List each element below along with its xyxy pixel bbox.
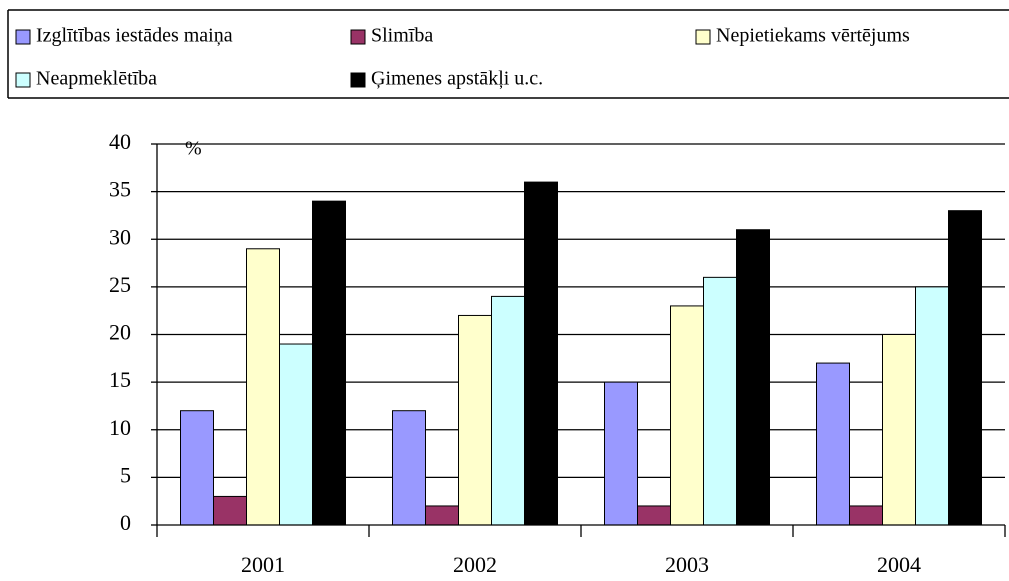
bar <box>246 248 280 526</box>
y-tick-label: 5 <box>120 462 131 487</box>
x-tick-label: 2002 <box>453 552 497 577</box>
y-tick-label: 30 <box>109 224 131 249</box>
y-tick-label: 15 <box>109 367 131 392</box>
bar <box>882 334 916 526</box>
legend-label: Neapmeklētība <box>36 68 157 90</box>
bar <box>703 276 737 526</box>
bar <box>180 410 214 526</box>
legend-swatch <box>15 29 31 45</box>
y-tick-label: 25 <box>109 272 131 297</box>
legend-label: Ģimenes apstākļi u.c. <box>371 68 543 90</box>
y-tick-label: 40 <box>109 129 131 154</box>
bar <box>816 362 850 526</box>
legend-label: Nepietiekams vērtējums <box>716 25 910 47</box>
bar <box>213 495 247 526</box>
y-tick-label: 20 <box>109 320 131 345</box>
bar <box>392 410 426 526</box>
y-tick-label: 35 <box>109 177 131 202</box>
bar <box>637 505 671 526</box>
bar <box>849 505 883 526</box>
x-tick-label: 2004 <box>877 552 921 577</box>
bar <box>524 181 558 526</box>
bar <box>491 295 525 526</box>
y-axis-label: % <box>185 138 202 160</box>
bar <box>458 314 492 526</box>
bar <box>604 381 638 526</box>
bar <box>279 343 313 526</box>
bar <box>425 505 459 526</box>
legend-swatch <box>350 72 366 88</box>
legend-swatch <box>15 72 31 88</box>
legend-label: Izglītības iestādes maiņa <box>36 25 233 47</box>
bar <box>736 229 770 526</box>
legend-swatch <box>350 29 366 45</box>
y-tick-label: 10 <box>109 415 131 440</box>
x-tick-label: 2003 <box>665 552 709 577</box>
bar <box>670 305 704 526</box>
legend-label: Slimība <box>371 25 433 47</box>
x-tick-label: 2001 <box>241 552 285 577</box>
bar <box>948 210 982 526</box>
legend-swatch <box>695 29 711 45</box>
y-tick-label: 0 <box>120 510 131 535</box>
bar <box>915 286 949 526</box>
bar <box>312 200 346 526</box>
